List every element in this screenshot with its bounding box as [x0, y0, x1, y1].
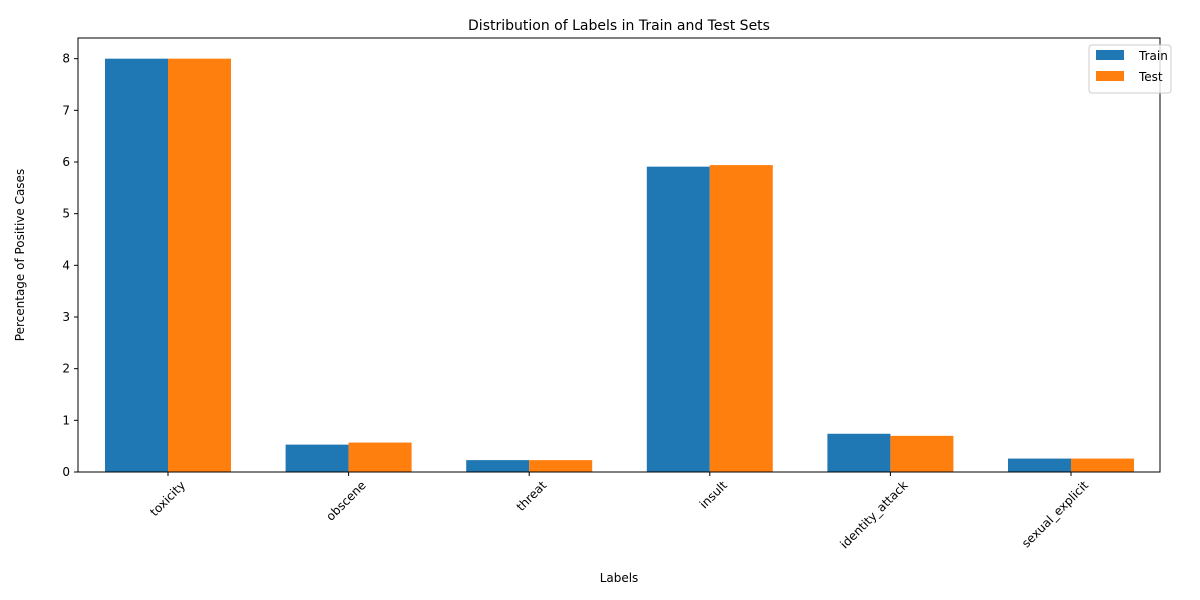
bar-train-toxicity — [105, 58, 168, 473]
y-tick-label-2: 2 — [62, 362, 70, 376]
bars-group — [105, 58, 1134, 473]
bar-test-identity_attack — [890, 435, 954, 472]
y-tick-label-6: 6 — [62, 155, 70, 169]
y-tick-label-8: 8 — [62, 52, 70, 66]
bar-test-insult — [709, 165, 773, 472]
legend-swatch-test — [1096, 71, 1124, 81]
bar-train-identity_attack — [827, 433, 891, 472]
legend-label-train: Train — [1138, 49, 1168, 63]
y-tick-label-5: 5 — [62, 207, 70, 221]
legend-label-test: Test — [1138, 70, 1163, 84]
legend: Train Test — [1088, 44, 1172, 94]
bar-train-insult — [646, 166, 710, 472]
bar-train-obscene — [285, 444, 349, 472]
y-tick-label-1: 1 — [62, 413, 70, 427]
y-axis-label: Percentage of Positive Cases — [13, 169, 27, 341]
y-tick-label-0: 0 — [62, 465, 70, 479]
bar-test-threat — [529, 460, 593, 472]
y-tick-label-7: 7 — [62, 103, 70, 117]
bar-test-toxicity — [168, 58, 231, 473]
bar-test-sexual_explicit — [1071, 458, 1134, 472]
y-tick-label-4: 4 — [62, 258, 70, 272]
y-axis: 0 1 2 3 4 5 6 7 8 — [62, 52, 78, 479]
bar-test-obscene — [348, 442, 412, 472]
chart-title: Distribution of Labels in Train and Test… — [468, 18, 770, 34]
legend-swatch-train — [1096, 50, 1124, 60]
bar-train-sexual_explicit — [1008, 458, 1071, 472]
plot-frame — [77, 37, 1161, 473]
bar-train-threat — [466, 460, 530, 472]
y-tick-label-3: 3 — [62, 310, 70, 324]
x-axis-label: Labels — [600, 571, 639, 585]
